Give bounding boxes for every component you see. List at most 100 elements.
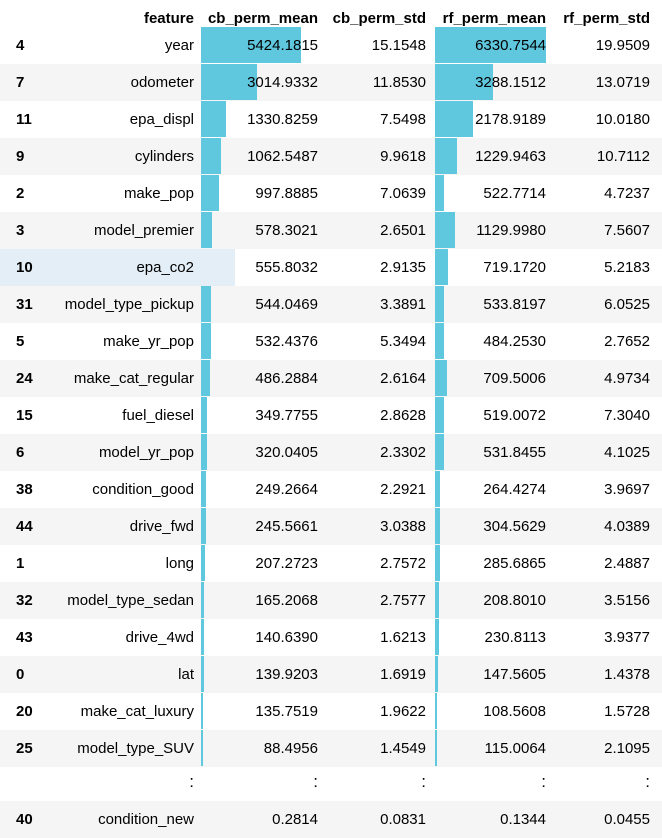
row-index-text: 9 [16, 148, 25, 165]
row-index: 3 [6, 212, 44, 249]
cell-cb-perm-std: 1.6213 [324, 619, 426, 656]
row-index: 15 [6, 397, 44, 434]
row-index-text: 25 [16, 740, 33, 757]
cb-perm-mean-bar [201, 27, 302, 63]
cell-rf-perm-std-text: 6.0525 [604, 296, 650, 313]
cell-cb-perm-std: 1.9622 [324, 693, 426, 730]
cell-cb-perm-mean: 544.0469 [200, 286, 318, 323]
cell-cb-perm-std: 1.4549 [324, 730, 426, 767]
cell-rf-perm-std-text: 19.9509 [595, 37, 650, 54]
cell-cb-perm-mean: 320.0405 [200, 434, 318, 471]
cell-rf-perm-std-text: 2.7652 [604, 333, 650, 350]
cell-cb-perm-mean: 207.2723 [200, 545, 318, 582]
cell-rf-perm-std-text: 10.0180 [595, 111, 650, 128]
row-feature-text: make_yr_pop [103, 333, 194, 350]
cell-cb-perm-std-text: 1.9622 [380, 703, 426, 720]
row-feature-text: odometer [130, 74, 194, 91]
header-cb-perm-mean: cb_perm_mean [207, 10, 318, 27]
cell-rf-perm-std-text: 5.2183 [604, 259, 650, 276]
row-index-text: 6 [16, 444, 25, 461]
cell-cb-perm-mean-text: 0.2814 [272, 811, 318, 828]
row-index: 38 [6, 471, 44, 508]
cell-cb-perm-mean: 1062.5487 [200, 138, 318, 175]
cell-cb-perm-mean-text: 249.2664 [255, 481, 318, 498]
rf-perm-mean-bar [435, 508, 441, 544]
header-rf-perm-std: rf_perm_std [563, 10, 650, 27]
cell-cb-perm-mean-text: 486.2884 [255, 370, 318, 387]
cell-cb-perm-std-text: 1.6213 [380, 629, 426, 646]
row-feature-text: model_yr_pop [98, 444, 194, 461]
cell-rf-perm-std: 13.0719 [552, 64, 650, 101]
cell-rf-perm-mean-text: 531.8455 [483, 444, 546, 461]
row-feature-text: drive_fwd [129, 518, 194, 535]
cell-rf-perm-std: 2.4887 [552, 545, 650, 582]
row-index-text: 38 [16, 481, 33, 498]
table-row: 24 make_cat_regular 486.2884 2.6164 709.5006… [0, 360, 662, 397]
row-index-text: 10 [16, 259, 33, 276]
row-index: 2 [6, 175, 44, 212]
row-index: 24 [6, 360, 44, 397]
table-row: 43 drive_4wd 140.6390 1.6213 230.8113 3.9377 [0, 619, 662, 656]
row-index: 5 [6, 323, 44, 360]
rf-perm-mean-bar [435, 397, 445, 433]
table-row: 20 make_cat_luxury 135.7519 1.9622 108.5608 1… [0, 693, 662, 730]
cb-perm-mean-bar [201, 397, 208, 433]
row-feature-text: lat [178, 666, 194, 683]
cell-rf-perm-std-text: 2.1095 [604, 740, 650, 757]
row-index: 0 [6, 656, 44, 693]
cell-cb-perm-mean-text: 140.6390 [255, 629, 318, 646]
cell-cb-perm-std: 2.6164 [324, 360, 426, 397]
row-index: 44 [6, 508, 44, 545]
cb-perm-mean-bar [201, 64, 257, 100]
cell-cb-perm-std-text: 2.9135 [380, 259, 426, 276]
cell-cb-perm-std: 2.9135 [324, 249, 426, 286]
cell-cb-perm-std-text: 15.1548 [371, 37, 426, 54]
table-row: 1 long 207.2723 2.7572 285.6865 2.4887 [0, 545, 662, 582]
ellipsis-cell: : [200, 767, 318, 804]
cell-rf-perm-mean-text: 115.0064 [484, 740, 546, 757]
table-row: 11 epa_displ 1330.8259 7.5498 2178.9189 10.01… [0, 101, 662, 138]
cell-rf-perm-mean-text: 264.4274 [483, 481, 546, 498]
table-row: 3 model_premier 578.3021 2.6501 1129.9980 7.5… [0, 212, 662, 249]
table-row: 44 drive_fwd 245.5661 3.0388 304.5629 4.0389 [0, 508, 662, 545]
cell-rf-perm-std: 10.7112 [552, 138, 650, 175]
row-feature: long [44, 545, 194, 582]
row-feature: make_cat_regular [44, 360, 194, 397]
row-feature-text: make_pop [123, 185, 194, 202]
cell-cb-perm-std: 5.3494 [324, 323, 426, 360]
header-feature: feature [143, 10, 194, 27]
rf-perm-mean-bar [435, 101, 474, 137]
rf-perm-mean-bar [435, 619, 439, 655]
cb-perm-mean-bar [201, 323, 211, 359]
rf-perm-mean-bar [435, 582, 439, 618]
ellipsis-symbol: : [645, 772, 650, 791]
cell-rf-perm-mean: 147.5605 [434, 656, 546, 693]
row-index: 31 [6, 286, 44, 323]
cell-rf-perm-std-text: 4.9734 [604, 370, 650, 387]
table-row: 2 make_pop 997.8885 7.0639 522.7714 4.7237 [0, 175, 662, 212]
cell-cb-perm-mean: 245.5661 [200, 508, 318, 545]
cell-cb-perm-std: 2.3302 [324, 434, 426, 471]
cell-rf-perm-mean-text: 285.6865 [483, 555, 546, 572]
ellipsis-symbol: : [313, 772, 318, 791]
table-row: 31 model_type_pickup 544.0469 3.3891 533.819… [0, 286, 662, 323]
row-index: 4 [6, 27, 44, 64]
cb-perm-mean-bar [201, 360, 210, 396]
cell-cb-perm-std: 2.8628 [324, 397, 426, 434]
cell-rf-perm-std: 3.9377 [552, 619, 650, 656]
row-feature: lat [44, 656, 194, 693]
table-row: 5 make_yr_pop 532.4376 5.3494 484.2530 2.7652 [0, 323, 662, 360]
row-feature: odometer [44, 64, 194, 101]
cell-rf-perm-std-text: 10.7112 [596, 148, 650, 165]
cell-rf-perm-std: 7.3040 [552, 397, 650, 434]
rf-perm-mean-bar [435, 323, 444, 359]
cell-rf-perm-mean: 0.1344 [434, 801, 546, 838]
cb-perm-mean-bar [201, 286, 212, 322]
row-index-text: 4 [16, 37, 25, 54]
cell-cb-perm-mean: 1330.8259 [200, 101, 318, 138]
cell-cb-perm-mean-text: 320.0405 [255, 444, 318, 461]
rf-perm-mean-bar [435, 730, 437, 766]
row-index-text: 15 [16, 407, 33, 424]
cell-cb-perm-mean-text: 88.4956 [263, 740, 318, 757]
row-feature: model_premier [44, 212, 194, 249]
